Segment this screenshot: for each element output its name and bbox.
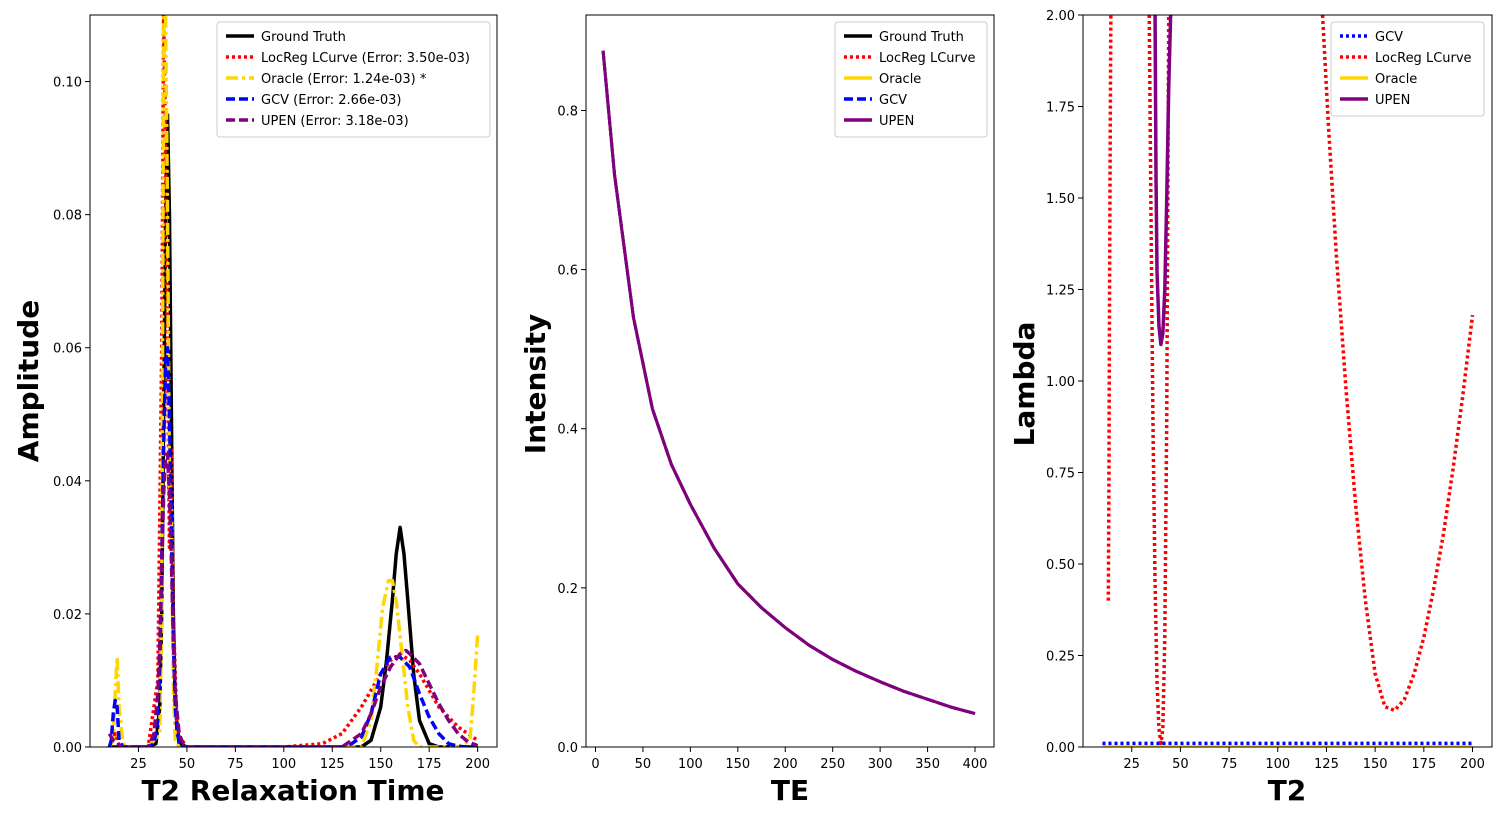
series-line-gcv	[603, 51, 975, 714]
x-tick-label: 150	[1363, 757, 1388, 772]
y-tick-label: 0.06	[53, 342, 82, 357]
y-tick-label: 0.50	[1046, 558, 1075, 573]
y-tick-label: 0.00	[1046, 741, 1075, 756]
lambda-x-label: T2	[1268, 774, 1307, 807]
intensity-plot-lines	[603, 51, 975, 714]
x-tick-label: 200	[1460, 757, 1485, 772]
y-tick-label: 1.00	[1046, 375, 1075, 390]
intensity-axis-ticks: 0 50 100 150 200 250 300 350 400 0.0 0.2 0.4 0.6 0.8	[557, 104, 987, 772]
intensity-x-label: TE	[771, 774, 809, 807]
x-tick-label: 200	[773, 757, 798, 772]
x-tick-label: 400	[963, 757, 988, 772]
legend-label: Oracle (Error: 1.24e-03) *	[261, 72, 427, 87]
intensity-y-label: Intensity	[519, 314, 552, 455]
legend-label: UPEN	[1375, 93, 1410, 108]
y-tick-label: 0.04	[53, 475, 82, 490]
x-tick-label: 0	[591, 757, 599, 772]
legend-label: UPEN	[879, 114, 914, 129]
x-tick-label: 200	[465, 757, 490, 772]
y-tick-label: 0.6	[557, 264, 578, 279]
series-line-oracle	[603, 51, 975, 714]
intensity-legend: Ground Truth LocReg LCurve Oracle GCV UPEN	[835, 22, 987, 137]
x-tick-label: 50	[1172, 757, 1189, 772]
legend-label: Oracle	[879, 72, 921, 87]
lambda-plot-frame	[1083, 15, 1492, 747]
x-tick-label: 300	[868, 757, 893, 772]
legend-label: LocReg LCurve	[879, 51, 976, 66]
y-tick-label: 0.25	[1046, 650, 1075, 665]
series-line-locreg-lcurve	[1323, 15, 1473, 710]
x-tick-label: 100	[678, 757, 703, 772]
y-tick-label: 2.00	[1046, 9, 1075, 24]
x-tick-label: 50	[635, 757, 652, 772]
amplitude-panel: 25 50 75 100 125 150 175 200 0.00 0.02 0.04 0.06 0.0…	[12, 15, 497, 807]
x-tick-label: 150	[368, 757, 393, 772]
y-tick-label: 0.0	[557, 741, 578, 756]
amplitude-x-label: T2 Relaxation Time	[141, 774, 444, 807]
x-tick-label: 75	[1221, 757, 1238, 772]
x-tick-label: 175	[1411, 757, 1436, 772]
x-tick-label: 125	[320, 757, 345, 772]
legend-label: GCV	[1375, 30, 1403, 45]
x-tick-label: 125	[1314, 757, 1339, 772]
legend-label: Ground Truth	[879, 30, 964, 45]
x-tick-label: 25	[130, 757, 147, 772]
legend-label: Ground Truth	[261, 30, 346, 45]
y-tick-label: 0.10	[53, 76, 82, 91]
legend-label: GCV	[879, 93, 907, 108]
x-tick-label: 250	[820, 757, 845, 772]
y-tick-label: 0.02	[53, 608, 82, 623]
amplitude-legend: Ground Truth LocReg LCurve (Error: 3.50e-…	[217, 22, 490, 137]
legend-label: LocReg LCurve	[1375, 51, 1472, 66]
y-tick-label: 0.00	[53, 741, 82, 756]
x-tick-label: 175	[417, 757, 442, 772]
x-tick-label: 25	[1123, 757, 1140, 772]
x-tick-label: 100	[1265, 757, 1290, 772]
y-tick-label: 0.2	[557, 582, 578, 597]
lambda-panel: 25 50 75 100 125 150 175 200 0.00 0.25 0.50 0.75 1.0…	[1008, 9, 1492, 807]
legend-label: Oracle	[1375, 72, 1417, 87]
y-tick-label: 0.4	[557, 423, 578, 438]
series-line-gcv	[109, 348, 477, 747]
y-tick-label: 1.25	[1046, 284, 1075, 299]
series-line-ground-truth	[603, 51, 975, 714]
x-tick-label: 350	[915, 757, 940, 772]
x-tick-label: 150	[725, 757, 750, 772]
y-tick-label: 0.8	[557, 104, 578, 119]
x-tick-label: 50	[179, 757, 196, 772]
x-tick-label: 75	[227, 757, 244, 772]
x-tick-label: 100	[271, 757, 296, 772]
amplitude-y-label: Amplitude	[12, 300, 45, 462]
y-tick-label: 1.50	[1046, 192, 1075, 207]
series-line-locreg-lcurve	[1149, 15, 1168, 743]
intensity-panel: 0 50 100 150 200 250 300 350 4000.00.20.40.60.8 …	[519, 15, 994, 807]
series-line-upen	[603, 51, 975, 714]
y-tick-label: 1.75	[1046, 101, 1075, 116]
series-line-locreg-lcurve	[1108, 15, 1111, 601]
y-tick-label: 0.75	[1046, 467, 1075, 482]
y-tick-label: 0.08	[53, 209, 82, 224]
legend-label: GCV (Error: 2.66e-03)	[261, 93, 401, 108]
series-line-locreg-lcurve	[603, 51, 975, 714]
lambda-plot-lines	[1102, 15, 1472, 747]
legend-label: UPEN (Error: 3.18e-03)	[261, 114, 409, 129]
lambda-y-label: Lambda	[1008, 322, 1041, 447]
lambda-legend: GCV LocReg LCurve Oracle UPEN	[1331, 22, 1484, 116]
legend-label: LocReg LCurve (Error: 3.50e-03)	[261, 51, 470, 66]
